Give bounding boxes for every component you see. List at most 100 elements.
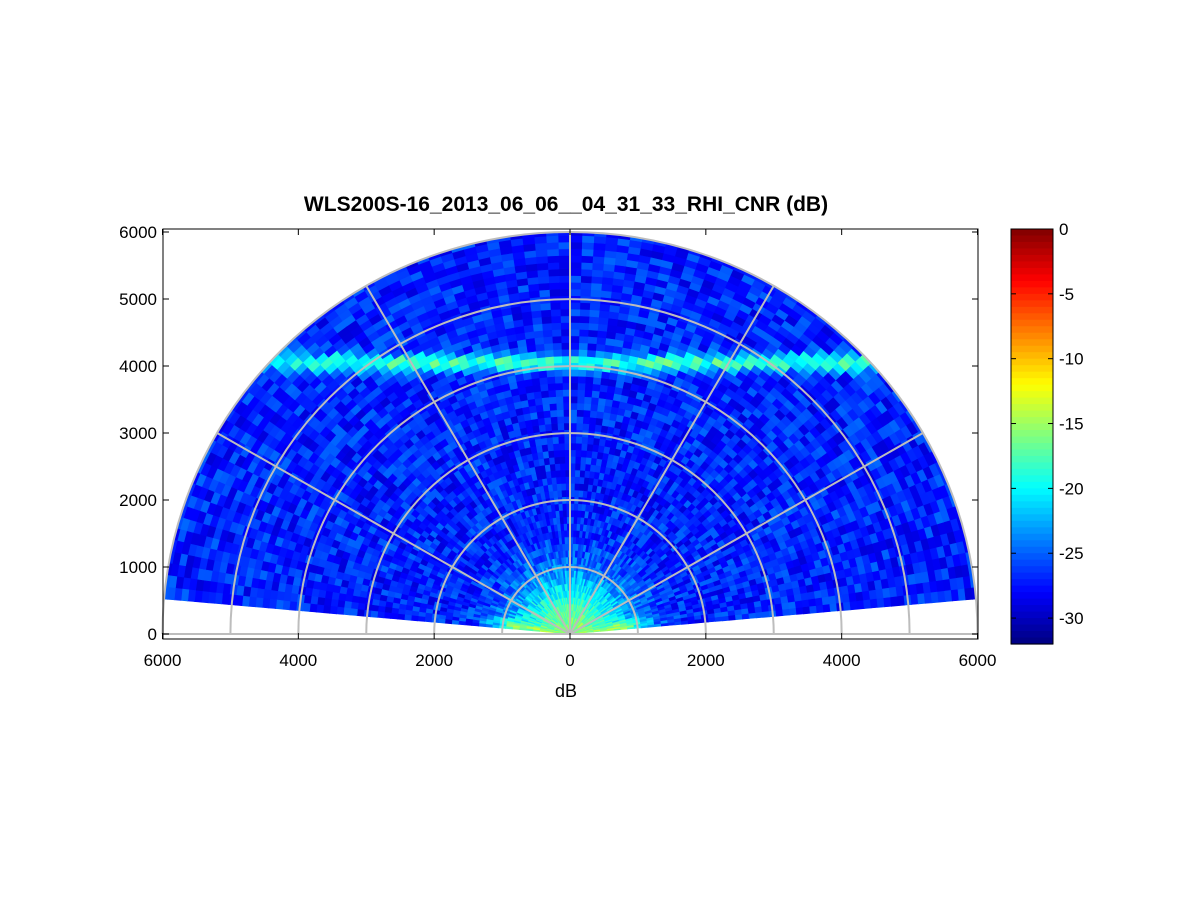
heatmap-cell xyxy=(535,350,546,359)
heatmap-cell xyxy=(550,315,561,324)
heatmap-cell xyxy=(557,436,565,444)
heatmap-cell xyxy=(558,261,571,270)
heatmap-cell xyxy=(576,395,585,404)
heatmap-cell xyxy=(593,235,607,244)
heatmap-cell xyxy=(582,416,590,425)
heatmap-cell xyxy=(545,436,554,445)
heatmap-cell xyxy=(597,323,608,332)
heatmap-cell xyxy=(538,376,548,385)
heatmap-cell xyxy=(575,442,582,451)
heatmap-cell xyxy=(910,593,919,605)
heatmap-cell xyxy=(584,376,594,385)
heatmap-cell xyxy=(592,437,600,446)
heatmap-cell xyxy=(801,598,810,608)
heatmap-cell xyxy=(547,382,556,391)
heatmap-cell xyxy=(883,596,892,608)
heatmap-cell xyxy=(569,328,580,337)
heatmap-cell xyxy=(569,281,581,290)
heatmap-cell xyxy=(546,248,559,257)
heatmap-cell xyxy=(590,396,599,405)
heatmap-cell xyxy=(580,443,588,451)
heatmap-cell xyxy=(577,355,588,364)
heatmap-cell xyxy=(591,269,604,278)
heatmap-cell xyxy=(569,402,578,410)
heatmap-cell xyxy=(598,390,607,400)
heatmap-cell xyxy=(586,349,597,358)
heatmap-cell xyxy=(552,342,562,351)
heatmap-cell xyxy=(538,289,551,298)
heatmap-cell xyxy=(596,404,605,413)
heatmap-cell xyxy=(577,489,584,498)
heatmap-cell xyxy=(569,348,579,357)
heatmap-cell xyxy=(594,417,603,426)
heatmap-cell xyxy=(561,348,571,357)
heatmap-cell xyxy=(574,469,581,478)
heatmap-cell xyxy=(815,604,825,614)
heatmap-cell xyxy=(583,389,593,398)
heatmap-cell xyxy=(549,409,558,418)
heatmap-cell xyxy=(584,463,591,472)
heatmap-cell xyxy=(558,442,565,451)
heatmap-cell xyxy=(849,600,858,611)
heatmap-cell xyxy=(589,410,598,419)
heatmap-cell xyxy=(556,422,565,431)
heatmap-cell xyxy=(559,308,571,317)
heatmap-cell xyxy=(554,389,564,397)
heatmap-cell xyxy=(562,402,571,410)
heatmap-cell xyxy=(573,482,580,491)
heatmap-cell xyxy=(534,249,548,258)
heatmap-cell xyxy=(581,436,589,445)
heatmap-cell xyxy=(569,308,581,317)
heatmap-cell xyxy=(558,456,566,464)
heatmap-cell xyxy=(558,255,571,263)
heatmap-cell xyxy=(542,329,553,338)
heatmap-cell xyxy=(822,603,831,613)
heatmap-cell xyxy=(560,489,567,498)
heatmap-cell xyxy=(579,469,586,478)
heatmap-cell xyxy=(536,262,549,271)
heatmap-cell xyxy=(592,370,603,379)
heatmap-cell xyxy=(577,369,587,377)
heatmap-cell xyxy=(554,382,563,391)
heatmap-cell xyxy=(795,606,804,615)
heatmap-cell xyxy=(561,368,571,377)
heatmap-cell xyxy=(557,241,571,250)
heatmap-cell xyxy=(550,322,562,331)
heatmap-cell xyxy=(580,275,592,284)
heatmap-cell xyxy=(588,416,597,425)
heatmap-cell xyxy=(579,288,592,297)
heatmap-cell xyxy=(569,368,579,377)
heatmap-cell xyxy=(575,436,583,444)
heatmap-cell xyxy=(569,355,579,364)
heatmap-cell xyxy=(569,335,580,344)
heatmap-cell xyxy=(821,595,831,606)
heatmap-cell xyxy=(548,288,561,297)
chart-title: WLS200S-16_2013_06_06__04_31_33_RHI_CNR … xyxy=(304,193,828,216)
heatmap-cell xyxy=(574,449,582,458)
heatmap-cell xyxy=(589,289,602,298)
heatmap-cell xyxy=(573,503,579,511)
heatmap-cell xyxy=(594,424,602,433)
heatmap-cell xyxy=(761,610,770,618)
heatmap-cell xyxy=(531,377,541,386)
heatmap-cell xyxy=(569,241,583,250)
heatmap-cell xyxy=(578,342,588,351)
heatmap-cell xyxy=(585,450,593,459)
heatmap-cell xyxy=(774,602,783,611)
heatmap-cell xyxy=(569,275,582,283)
heatmap-cell xyxy=(546,376,556,385)
heatmap-cell xyxy=(561,355,571,364)
heatmap-cell xyxy=(578,483,584,491)
heatmap-cell xyxy=(569,234,583,243)
heatmap-cell xyxy=(587,322,599,331)
heatmap-cell xyxy=(569,261,582,270)
heatmap-cell xyxy=(572,516,578,524)
heatmap-cell xyxy=(590,282,603,291)
heatmap-cell xyxy=(574,476,580,484)
heatmap-cell xyxy=(569,389,578,397)
heatmap-cell xyxy=(597,397,606,406)
heatmap-cell xyxy=(591,390,600,399)
heatmap-cell xyxy=(591,262,604,271)
heatmap-cell xyxy=(808,597,817,607)
heatmap-cell xyxy=(578,335,589,344)
